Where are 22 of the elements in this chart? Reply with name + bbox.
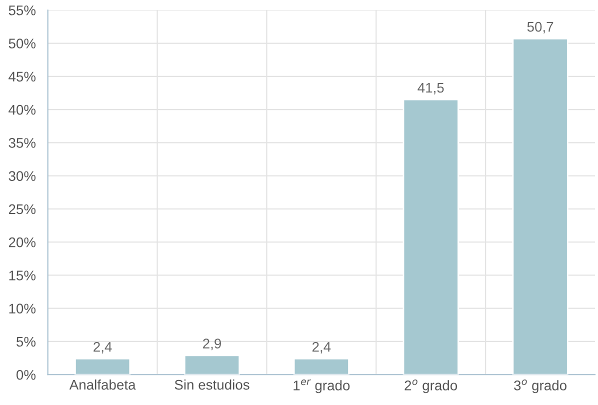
y-tick-label: 40%	[8, 104, 36, 115]
data-label: 2,9	[203, 338, 221, 350]
y-tick-label: 55%	[8, 6, 36, 16]
y-tick-label: 0%	[16, 370, 36, 380]
y-tick-label: 25%	[8, 204, 36, 214]
y-tick-label: 45%	[8, 72, 36, 82]
y-tick-label: 50%	[8, 38, 36, 48]
y-tick-label: 15%	[9, 270, 36, 280]
data-label: 50,7	[527, 22, 554, 34]
x-tick-label: 1$^{er}$ grado	[294, 379, 350, 394]
y-tick-label: 35%	[8, 138, 36, 148]
y-tick-label: 20%	[8, 237, 36, 248]
x-tick-label: 3$^{o}$ grado	[514, 379, 566, 394]
x-tick-label: Analfabeta	[69, 379, 136, 390]
y-tick-label: 10%	[9, 304, 36, 314]
y-tick-label: 5%	[16, 336, 36, 347]
y-tick-label: 30%	[8, 171, 36, 181]
x-tick-label: 2$^{o}$ grado	[404, 379, 458, 394]
data-label: 2,4	[94, 342, 112, 354]
x-tick-label: Sin estudios	[174, 379, 250, 390]
data-label: 41,5	[418, 82, 444, 94]
data-label: 2,4	[312, 342, 331, 354]
